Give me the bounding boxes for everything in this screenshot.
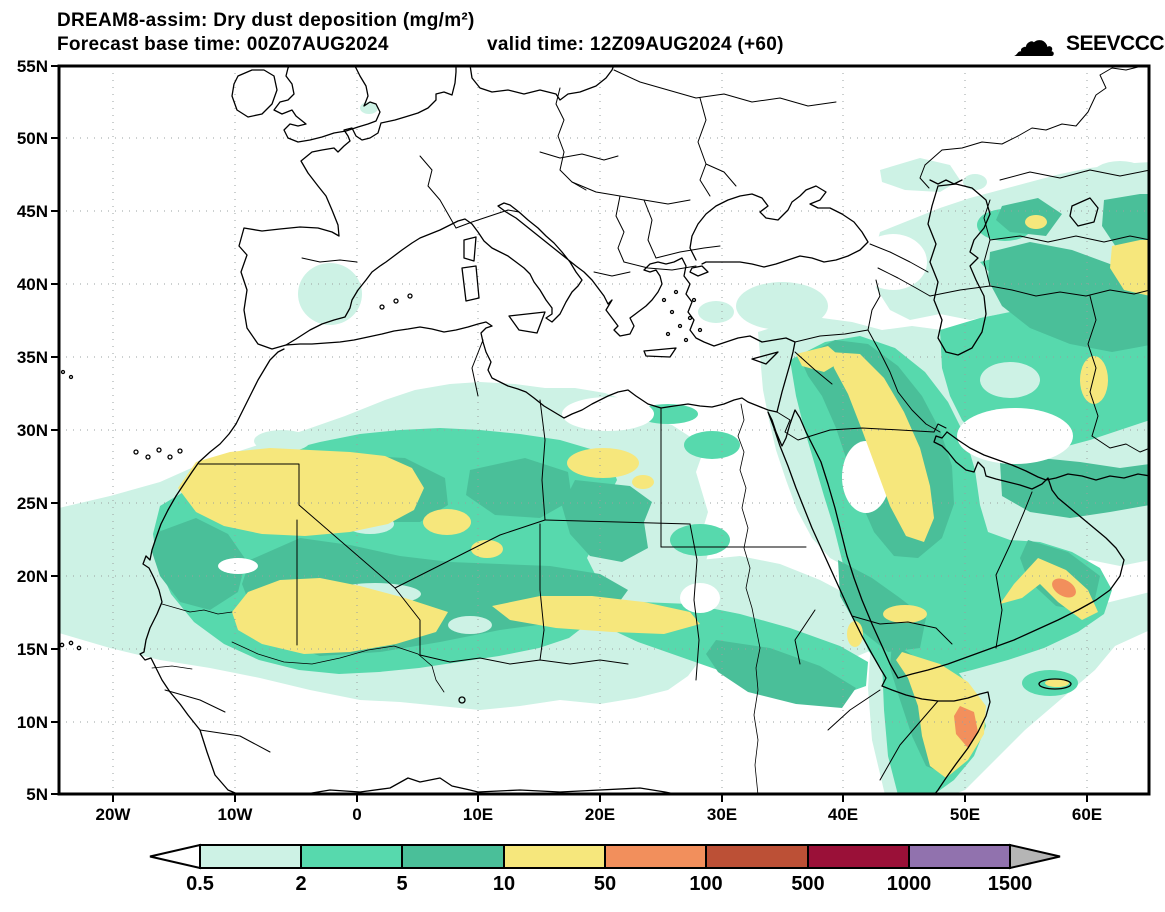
lon-label: 10E — [463, 805, 493, 824]
colorbar-cell — [199, 844, 302, 869]
colorbar-label: 50 — [594, 873, 616, 895]
colorbar-label: 5 — [396, 873, 407, 895]
lat-label: 25N — [17, 494, 48, 513]
lat-label: 50N — [17, 129, 48, 148]
lat-label: 20N — [17, 567, 48, 586]
colorbar-label: 500 — [791, 873, 824, 895]
lon-label: 40E — [828, 805, 858, 824]
colorbar-cell — [300, 844, 403, 869]
lat-label: 5N — [26, 785, 48, 804]
colorbar-cell — [503, 844, 606, 869]
lon-label: 60E — [1072, 805, 1102, 824]
logo-text: SEEVCCC — [1066, 32, 1164, 55]
map-plot-area — [59, 66, 1149, 794]
contour-layer-10 — [178, 215, 1149, 778]
lon-label: 30E — [707, 805, 737, 824]
coastlines — [59, 66, 1149, 794]
colorbar: 0.5 2 5 10 50 100 500 1000 1500 — [149, 843, 1061, 895]
colorbar-label: 1000 — [887, 873, 932, 895]
colorbar-left-arrow — [149, 843, 201, 870]
logo-arrow-icon: ❯ — [1037, 41, 1048, 57]
contour-layer-50 — [954, 578, 1076, 748]
colorbar-cell — [705, 844, 809, 869]
rivers — [151, 403, 761, 794]
header: DREAM8-assim: Dry dust deposition (mg/m²… — [57, 10, 784, 55]
axis-ticks — [51, 65, 1088, 802]
lat-label: 45N — [17, 202, 48, 221]
lon-label: 20E — [585, 805, 615, 824]
colorbar-cell — [807, 844, 910, 869]
page-title: DREAM8-assim: Dry dust deposition (mg/m²… — [57, 10, 475, 31]
longitude-axis: 20W 10W 0 10E 20E 30E 40E 50E 60E — [96, 805, 1103, 824]
country-borders — [164, 66, 1149, 781]
lon-label: 50E — [950, 805, 980, 824]
colorbar-right-arrow — [1009, 843, 1061, 870]
lat-label: 40N — [17, 275, 48, 294]
lat-label: 35N — [17, 348, 48, 367]
logo: ☁ ❯ SEEVCCC — [1012, 17, 1165, 66]
contour-holes-below-0p5 — [218, 234, 1073, 613]
lat-label: 15N — [17, 640, 48, 659]
colorbar-cell — [604, 844, 707, 869]
cloud-icon: ☁ — [1012, 17, 1056, 66]
colorbar-cell — [401, 844, 505, 869]
graticule-grid — [59, 66, 1149, 794]
lon-label: 20W — [96, 805, 132, 824]
lat-label: 55N — [17, 57, 48, 76]
colorbar-label: 2 — [295, 873, 306, 895]
colorbar-label: 1500 — [988, 873, 1033, 895]
colorbar-label: 100 — [689, 873, 722, 895]
colorbar-cell — [908, 844, 1011, 869]
valid-time: valid time: 12Z09AUG2024 (+60) — [487, 34, 784, 55]
latitude-axis: 55N 50N 45N 40N 35N 30N 25N 20N 15N 10N … — [17, 57, 48, 804]
colorbar-label: 0.5 — [186, 873, 214, 895]
colorbar-label: 10 — [493, 873, 515, 895]
lat-label: 30N — [17, 421, 48, 440]
lon-label: 0 — [352, 805, 361, 824]
forecast-base-time: Forecast base time: 00Z07AUG2024 — [57, 34, 389, 55]
lat-label: 10N — [17, 713, 48, 732]
lon-label: 10W — [218, 805, 254, 824]
